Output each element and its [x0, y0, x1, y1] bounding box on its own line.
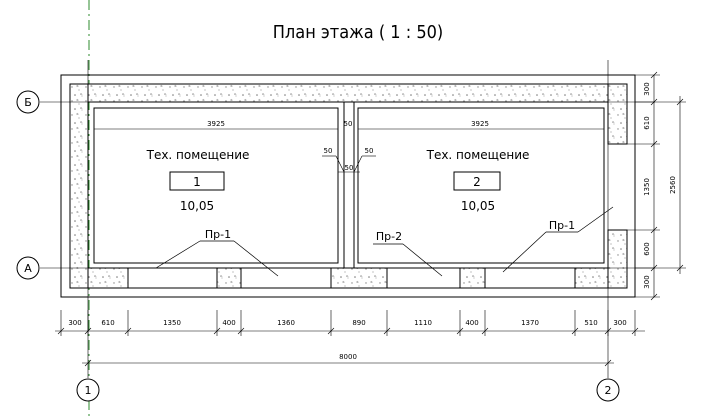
- axis-bubble-2: [596, 378, 620, 402]
- right-dim: 300: [643, 275, 651, 288]
- right-dim: 600: [643, 242, 651, 255]
- overall-dim: 8000: [339, 353, 357, 361]
- opening-middle-tag: Пр-2: [376, 230, 402, 243]
- axis-bubble-b: [16, 90, 40, 114]
- bottom-dim: 400: [465, 319, 478, 327]
- bottom-dimensions: 300 610 1350 400 1360 890 1110 400 1370 …: [55, 310, 645, 367]
- bottom-dim: 1350: [163, 319, 181, 327]
- bottom-dim: 1360: [277, 319, 295, 327]
- opening-right-tag: Пр-1: [549, 219, 575, 232]
- axis-bubble-a: [16, 256, 40, 280]
- axis-label-b: Б: [24, 96, 32, 109]
- bottom-dim: 510: [584, 319, 597, 327]
- partition-dim-right: 50: [365, 147, 374, 155]
- bottom-dim: 300: [68, 319, 81, 327]
- grid-axes: Б А 1 2: [16, 60, 655, 402]
- room-1-name: Тех. помещение: [146, 148, 250, 162]
- bottom-dim: 1370: [521, 319, 539, 327]
- right-overall-dim: 2560: [669, 176, 677, 194]
- room-1: 3925 Тех. помещение 1 10,05: [93, 107, 339, 264]
- partition-dim-left: 50: [324, 147, 333, 155]
- room-1-area: 10,05: [180, 199, 214, 213]
- right-dim: 1350: [643, 178, 651, 196]
- right-dim: 610: [643, 116, 651, 129]
- partition-dimensions: 50 50 50 50: [322, 120, 376, 173]
- room-1-number: 1: [193, 175, 201, 189]
- room-2: 3925 Тех. помещение 2 10,05: [357, 107, 605, 264]
- room-2-width-dim: 3925: [471, 120, 489, 128]
- room-1-number-box: [169, 171, 225, 191]
- axis-label-1: 1: [85, 384, 92, 397]
- axis-label-2: 2: [605, 384, 612, 397]
- bottom-dim: 1110: [414, 319, 432, 327]
- bottom-dim: 300: [613, 319, 626, 327]
- bottom-dim: 400: [222, 319, 235, 327]
- axis-label-a: А: [24, 262, 32, 275]
- room-2-number-box: [453, 171, 501, 191]
- partition-dim-top: 50: [344, 120, 353, 128]
- room-2-number: 2: [473, 175, 481, 189]
- bottom-dim: 890: [352, 319, 365, 327]
- opening-tags: Пр-1 Пр-2 Пр-1: [155, 206, 614, 277]
- room-1-width-dim: 3925: [207, 120, 225, 128]
- room-2-area: 10,05: [461, 199, 495, 213]
- bottom-dim: 610: [101, 319, 114, 327]
- right-dimensions: 300 610 1350 600 300 2560: [627, 71, 686, 301]
- right-dim: 300: [643, 82, 651, 95]
- page-title: План этажа ( 1 : 50): [273, 22, 444, 43]
- room-2-name: Тех. помещение: [426, 148, 530, 162]
- partition-dim-center: 50: [345, 164, 354, 172]
- opening-left-tag: Пр-1: [205, 228, 231, 241]
- axis-bubble-1: [76, 378, 100, 402]
